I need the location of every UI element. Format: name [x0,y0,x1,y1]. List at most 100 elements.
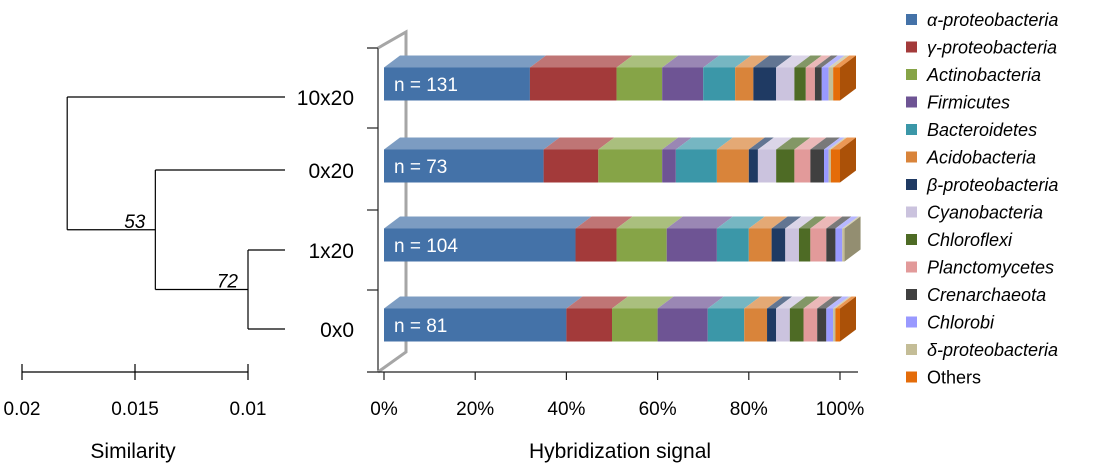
bar-top-actinobacteria [616,216,683,229]
bar-segment-planctomycetes [805,67,815,101]
bar-segment-delta-proteobacteria [833,308,836,342]
bar-segment-delta-proteobacteria [828,67,834,101]
bar-segment-bacteroidetes [716,228,749,262]
bar-segment-gamma-proteobacteria [543,149,599,183]
x-tick-label: 80% [730,399,768,420]
bar-segment-cyanobacteria [776,67,795,101]
back-wall-side [377,29,408,374]
stacked-bar-chart: n = 131 n = 73 n = 104 n = 81 0% 20% 40% 60% 80… [367,29,865,463]
bar-segment-alpha-proteobacteria [384,149,544,183]
bar-top-alpha-proteobacteria [384,55,546,68]
bar-end-face [840,296,856,342]
legend-item-firmicutes: Firmicutes [906,93,1010,113]
bar-row-1x20: n = 104 [384,216,861,262]
legend-label: β-proteobacteria [926,175,1058,195]
legend-item-actinobacteria: Actinobacteria [906,65,1041,85]
bar-segment-crenarchaeota [814,67,822,101]
bar-segment-acidobacteria [716,149,749,183]
leaf-label-10x20: 10x20 [297,87,354,110]
bar-segment-others [833,67,840,101]
bar-top-cyanobacteria [776,296,806,309]
legend-swatch [906,124,917,135]
leaf-label-1x20: 1x20 [308,240,354,263]
dendrogram: 72 53 10x20 0x20 1x20 0x0 0.02 0.015 0.01 Simi… [4,87,354,463]
similarity-tick-label: 0.015 [111,399,159,420]
legend-swatch [906,96,917,108]
bar-segment-chlorobi [824,149,829,183]
bar-segment-chlorobi [835,228,843,262]
legend-item-planctomycetes: Planctomycetes [906,258,1054,278]
legend-swatch [906,289,917,300]
bar-top-others [835,296,856,309]
bar-segment-actinobacteria [612,308,658,342]
bar-segment-acidobacteria [748,228,772,262]
chart-3d-frame [367,29,858,374]
legend-swatch [906,206,917,218]
bar-segment-beta-proteobacteria [753,67,777,101]
bar-segment-chloroflexi [776,149,795,183]
legend-item-bacteroidetes: Bacteroidetes [906,120,1037,140]
bar-top-crenarchaeota [814,55,838,68]
legend-swatch [906,69,917,80]
bar-top-acidobacteria [716,137,765,150]
legend-swatch [906,261,917,273]
bar-top-others [830,137,856,150]
bar-top-chlorobi [821,55,845,68]
bar-segment-crenarchaeota [810,149,825,183]
x-tick-label: 60% [639,399,677,420]
x-tick-label: 40% [547,399,585,420]
bar-row-10x20: n = 131 [384,55,856,101]
legend-item-crenarchaeota: Crenarchaeota [906,285,1046,305]
bar-segment-bacteroidetes [707,308,745,342]
legend-item-delta-proteobacteria: δ-proteobacteria [906,340,1058,360]
legend-swatch [906,179,917,190]
x-tick-label: 20% [456,399,494,420]
bar-segment-delta-proteobacteria [828,149,831,183]
bar-end-face [844,216,861,262]
legend-label: Chlorobi [927,313,995,333]
bar-top-cyanobacteria [757,137,793,150]
bar-segment-cyanobacteria [757,149,777,183]
bar-segment-beta-proteobacteria [748,149,758,183]
bar-rows: n = 131 n = 73 n = 104 n = 81 [384,55,861,342]
dendrogram-links [66,96,285,330]
legend-label: Crenarchaeota [927,285,1046,305]
bar-top-bacteroidetes [675,137,733,150]
hybridization-axis-title: Hybridization signal [529,440,711,463]
legend-item-cyanobacteria: Cyanobacteria [906,203,1043,223]
bar-segment-gamma-proteobacteria [566,308,612,342]
bar-top-chloroflexi [789,296,820,309]
bar-segment-cyanobacteria [785,228,799,262]
legend-label: Bacteroidetes [927,120,1037,140]
bar-segment-delta-proteobacteria [842,228,845,262]
bar-segment-planctomycetes [794,149,811,183]
bar-top-acidobacteria [735,55,770,68]
bar-top-alpha-proteobacteria [384,296,583,309]
bar-segment-planctomycetes [803,308,818,342]
legend-swatch [906,371,917,383]
bootstrap-label: 72 [217,272,239,293]
bar-top-actinobacteria [612,296,674,309]
legend-item-acidobacteria: Acidobacteria [906,148,1036,168]
bar-top-crenarchaeota [826,216,852,229]
bar-segment-firmicutes [657,308,708,342]
legend-label: Actinobacteria [926,65,1041,85]
bar-segment-cyanobacteria [776,308,790,342]
bar-segment-firmicutes [666,228,717,262]
bar-top-bacteroidetes [707,296,761,309]
legend-label: Acidobacteria [926,148,1036,168]
bar-segment-chlorobi [826,308,834,342]
bar-top-cyanobacteria [785,216,815,229]
legend-label: Firmicutes [927,93,1010,113]
legend-item-beta-proteobacteria: β-proteobacteria [906,175,1058,195]
bar-segment-actinobacteria [598,149,663,183]
legend-item-alpha-proteobacteria: α-proteobacteria [906,10,1058,30]
dendrogram-node-labels: 72 53 [124,212,238,293]
bar-top-chlorobi [824,137,845,150]
bar-count-label: n = 73 [394,157,447,178]
bar-segment-firmicutes [662,149,676,183]
x-tick-label: 100% [816,399,865,420]
bar-segment-chloroflexi [789,308,804,342]
bar-segment-actinobacteria [616,67,663,101]
bar-segment-bacteroidetes [703,67,736,101]
